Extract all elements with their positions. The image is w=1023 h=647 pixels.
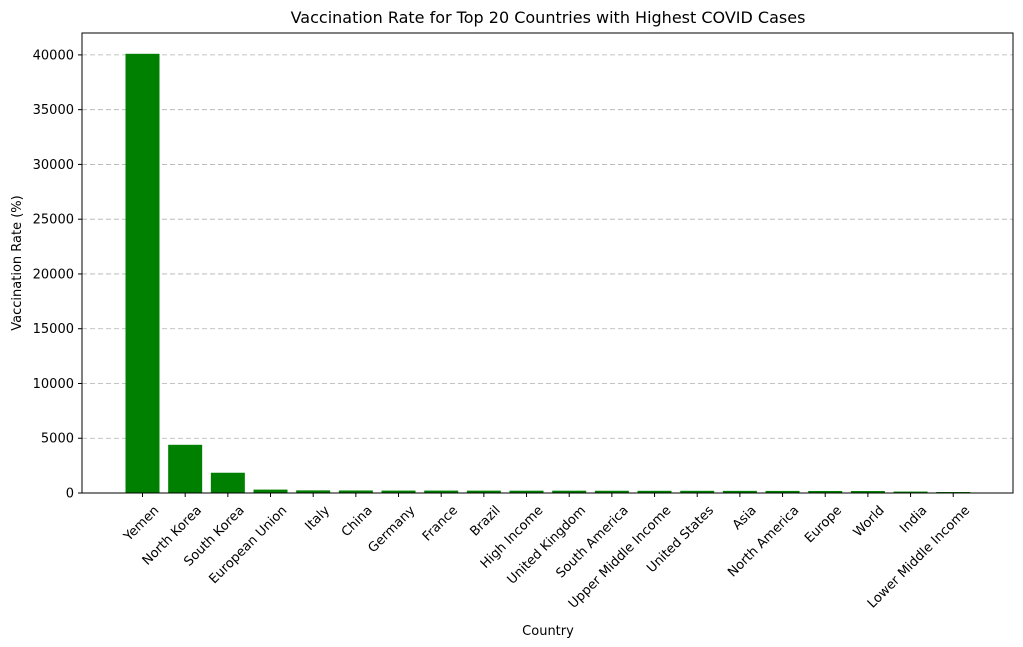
y-axis-title: Vaccination Rate (%)	[10, 195, 25, 330]
y-tick-label: 25000	[33, 213, 74, 228]
bar	[253, 489, 288, 493]
bar	[637, 490, 672, 493]
bar	[680, 490, 715, 493]
bar	[424, 490, 459, 493]
x-tick-label: South America	[554, 503, 632, 581]
chart-title: Vaccination Rate for Top 20 Countries wi…	[291, 8, 806, 27]
bar	[125, 53, 160, 494]
gridlines	[82, 54, 1013, 439]
y-tick-label: 30000	[33, 158, 74, 173]
bars	[125, 53, 971, 494]
bar	[850, 491, 885, 493]
y-tick-label: 35000	[33, 103, 74, 118]
y-tick-label: 0	[66, 487, 74, 502]
bar	[594, 490, 629, 493]
bar	[893, 491, 928, 493]
bar	[210, 472, 245, 493]
x-tick-label: World	[851, 503, 888, 540]
x-tick-label: Asia	[730, 503, 760, 533]
bar	[296, 490, 331, 493]
y-tick-label: 5000	[41, 432, 74, 447]
y-tick-label: 10000	[33, 377, 74, 392]
y-tick-label: 40000	[33, 48, 74, 63]
bar	[552, 490, 587, 493]
x-tick-label: Europe	[802, 503, 845, 546]
x-tick-label: India	[897, 503, 930, 536]
bar	[808, 490, 843, 493]
x-tick-label: Italy	[302, 503, 333, 534]
y-axis-ticks: 0 5000 10000 15000 20000 25000 30000 35000 40000	[33, 48, 82, 502]
y-tick-label: 20000	[33, 267, 74, 282]
bar	[765, 490, 800, 493]
y-tick-label: 15000	[33, 322, 74, 337]
x-tick-label: European Union	[206, 503, 290, 587]
x-axis-title: Country	[522, 624, 574, 639]
x-tick-label: Yemen	[121, 503, 163, 545]
bar	[168, 444, 203, 493]
x-tick-label: Brazil	[467, 503, 503, 539]
x-tick-label: China	[339, 503, 376, 540]
bar	[338, 490, 373, 493]
plot-frame	[81, 32, 1014, 494]
x-tick-label: Germany	[365, 503, 418, 556]
x-tick-label: United Kingdom	[505, 503, 589, 587]
x-tick-label: France	[420, 503, 461, 544]
bar	[381, 490, 416, 493]
bar	[722, 490, 757, 493]
bar	[466, 490, 501, 493]
bar	[509, 490, 544, 493]
